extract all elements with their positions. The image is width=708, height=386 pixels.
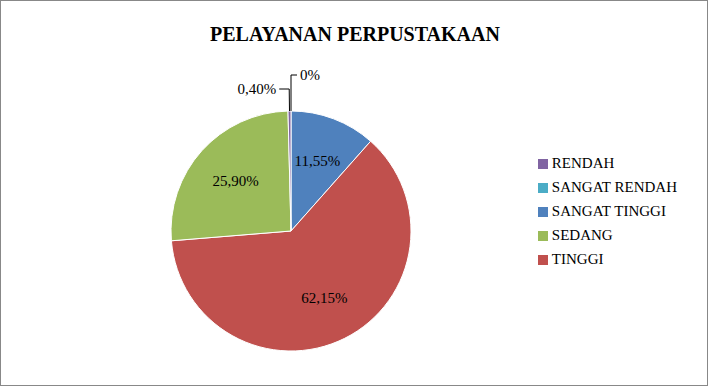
html-text:SANGAT TINGGI: SANGAT TINGGI [551, 203, 666, 219]
html-text:SANGAT RENDAH: SANGAT RENDAH [551, 179, 677, 195]
svg-text:62,15%: 62,15% [301, 290, 347, 306]
svg-text:0%: 0% [300, 67, 320, 83]
html-text:SEDANG: SEDANG [551, 227, 613, 243]
html-text:RENDAH: RENDAH [551, 155, 615, 171]
html-text:TINGGI: TINGGI [551, 251, 604, 267]
html-text:PELAYANAN PERPUSTAKAAN: PELAYANAN PERPUSTAKAAN [210, 23, 500, 45]
svg-text:0,40%: 0,40% [237, 81, 276, 97]
svg-text:11,55%: 11,55% [295, 153, 341, 169]
svg-text:25,90%: 25,90% [213, 173, 259, 189]
